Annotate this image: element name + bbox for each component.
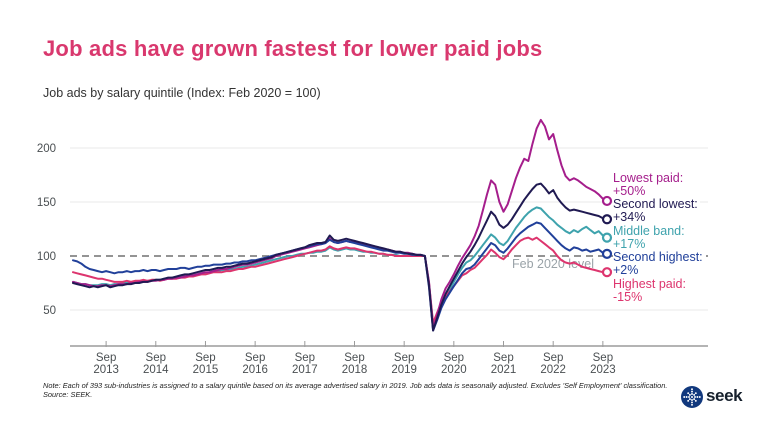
source-text: Source: SEEK.: [43, 389, 93, 399]
series-second-lowest: [72, 182, 608, 332]
end-marker: [601, 248, 613, 259]
legend-label: Second highest:: [613, 250, 703, 264]
series-middle-band: [72, 206, 608, 327]
legend-value: +2%: [613, 263, 639, 277]
y-axis-labels: 50 100 150 200: [37, 143, 56, 317]
feb-2020-level-label: Feb 2020 level: [512, 257, 595, 271]
chart-subtitle: Job ads by salary quintile (Index: Feb 2…: [43, 86, 321, 100]
svg-text:100: 100: [37, 251, 56, 263]
x-axis-labels: Sep 2013 Sep 2014 Sep 2015 Sep 2016 Sep 2017 Sep 20…: [93, 341, 616, 376]
end-markers: [601, 195, 613, 278]
legend-highest-paid: Highest paid: -15%: [613, 277, 688, 305]
legend-value: +50%: [613, 184, 646, 198]
series-lowest-paid: [72, 118, 608, 331]
series-second-highest: [72, 221, 608, 332]
legend-lowest-paid: Lowest paid: +50%: [613, 171, 686, 199]
end-marker: [601, 267, 613, 278]
seek-logo: seek: [679, 384, 749, 410]
legend-second-highest: Second highest: +2%: [613, 250, 705, 278]
svg-text:150: 150: [37, 197, 56, 209]
end-marker: [601, 214, 613, 225]
legend-label: Middle band:: [613, 224, 685, 238]
gridlines: [70, 147, 708, 311]
end-marker: [601, 232, 613, 243]
legend-label: Second lowest:: [613, 197, 698, 211]
seek-wordmark: seek: [706, 386, 743, 405]
legend-value: +17%: [613, 237, 646, 251]
series-lines: [72, 118, 608, 332]
legend-label: Lowest paid:: [613, 171, 684, 185]
footnote: Note: Each of 393 sub-industries is assi…: [43, 381, 683, 399]
page-title: Job ads have grown fastest for lower pai…: [43, 36, 543, 61]
legend-second-lowest: Second lowest: +34%: [613, 197, 700, 225]
legend-value: -15%: [613, 290, 643, 304]
end-marker: [601, 195, 613, 207]
seek-logo-mark: [681, 386, 703, 408]
legend-middle-band: Middle band: +17%: [613, 224, 687, 252]
legend-value: +34%: [613, 210, 646, 224]
legend-label: Highest paid:: [613, 277, 686, 291]
footnote-text: Note: Each of 393 sub-industries is assi…: [43, 381, 668, 390]
svg-text:200: 200: [37, 143, 56, 155]
svg-text:50: 50: [43, 305, 56, 317]
